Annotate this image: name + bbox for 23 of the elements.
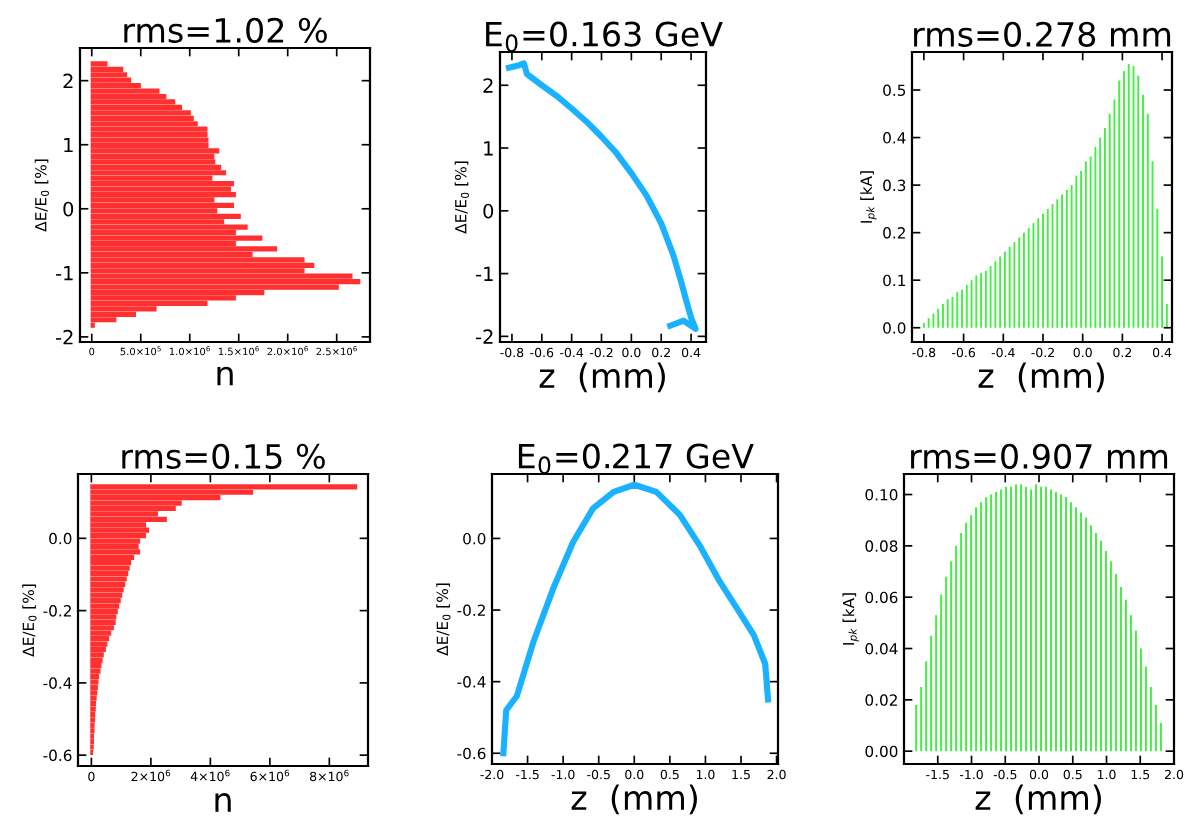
x-axis-title: z (mm) — [539, 362, 665, 393]
y-tick-label: 2 — [483, 78, 493, 93]
y-tick-label: 2 — [63, 73, 73, 89]
chart-title: rms=0.15 % — [122, 443, 325, 469]
line-series — [500, 481, 772, 757]
x-axis-title: z (mm) — [975, 784, 1101, 815]
x-axis-title: n — [217, 366, 233, 386]
y-tick-label: -2 — [56, 329, 73, 345]
x-axis-title: n — [215, 793, 231, 812]
x-axis-title: z (mm) — [978, 362, 1104, 393]
line-series — [505, 60, 699, 332]
chart-title: rms=0.907 mm — [911, 443, 1168, 469]
y-tick-label: 0 — [63, 201, 74, 217]
y-tick-label: 1 — [484, 141, 493, 156]
chart-title: E$_{0}$=0.163 GeV — [486, 21, 723, 52]
x-axis-title: z (mm) — [571, 784, 697, 815]
y-tick-label: 1 — [64, 137, 73, 153]
chart-title: rms=0.278 mm — [914, 21, 1171, 47]
y-tick-label: -2 — [476, 329, 493, 344]
y-tick-label: -1 — [476, 266, 493, 281]
y-tick-label: 0 — [483, 203, 494, 219]
chart-title: rms=1.02 % — [124, 17, 327, 43]
y-tick-label: -1 — [56, 266, 73, 281]
